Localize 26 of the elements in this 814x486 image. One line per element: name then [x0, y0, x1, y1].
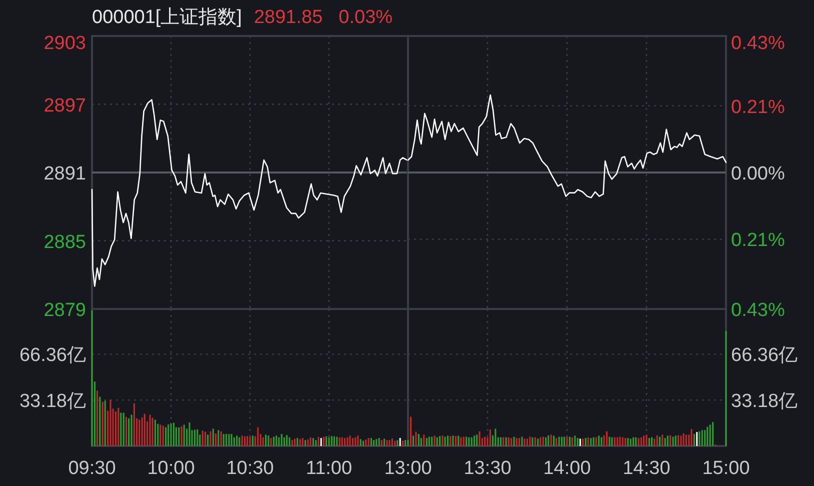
y-tick-label: 2903	[44, 33, 86, 54]
chart-title: 000001[上证指数]	[92, 7, 242, 28]
y-tick-label: 0.00%	[731, 164, 785, 184]
y-tick-label: 2879	[44, 300, 86, 321]
y-tick-label: 0.43%	[731, 300, 785, 321]
y-tick-label: 33.18亿	[731, 391, 798, 412]
text: 0.03%	[338, 7, 393, 28]
x-tick-label: 13:00	[384, 458, 432, 479]
y-tick-label: 0.43%	[731, 33, 785, 54]
x-tick-label: 13:30	[464, 458, 512, 479]
x-tick-label: 14:00	[543, 458, 591, 479]
x-tick-label: 10:30	[226, 458, 274, 479]
y-tick-label: 66.36亿	[731, 345, 798, 366]
y-tick-label: 66.36亿	[19, 345, 86, 366]
y-tick-label: 33.18亿	[19, 391, 86, 412]
y-tick-label: 2891	[44, 164, 86, 184]
x-tick-label: 15:00	[702, 458, 750, 479]
x-tick-label: 11:00	[306, 458, 352, 479]
y-tick-label: 0.21%	[731, 96, 785, 118]
text: 2891.85	[254, 7, 323, 28]
x-tick-label: 09:30	[68, 458, 116, 479]
x-tick-label: 14:30	[622, 458, 670, 479]
x-tick-label: 10:00	[147, 458, 195, 479]
y-tick-label: 0.21%	[731, 230, 785, 252]
y-tick-label: 2885	[44, 232, 86, 253]
y-tick-label: 2897	[44, 95, 86, 116]
